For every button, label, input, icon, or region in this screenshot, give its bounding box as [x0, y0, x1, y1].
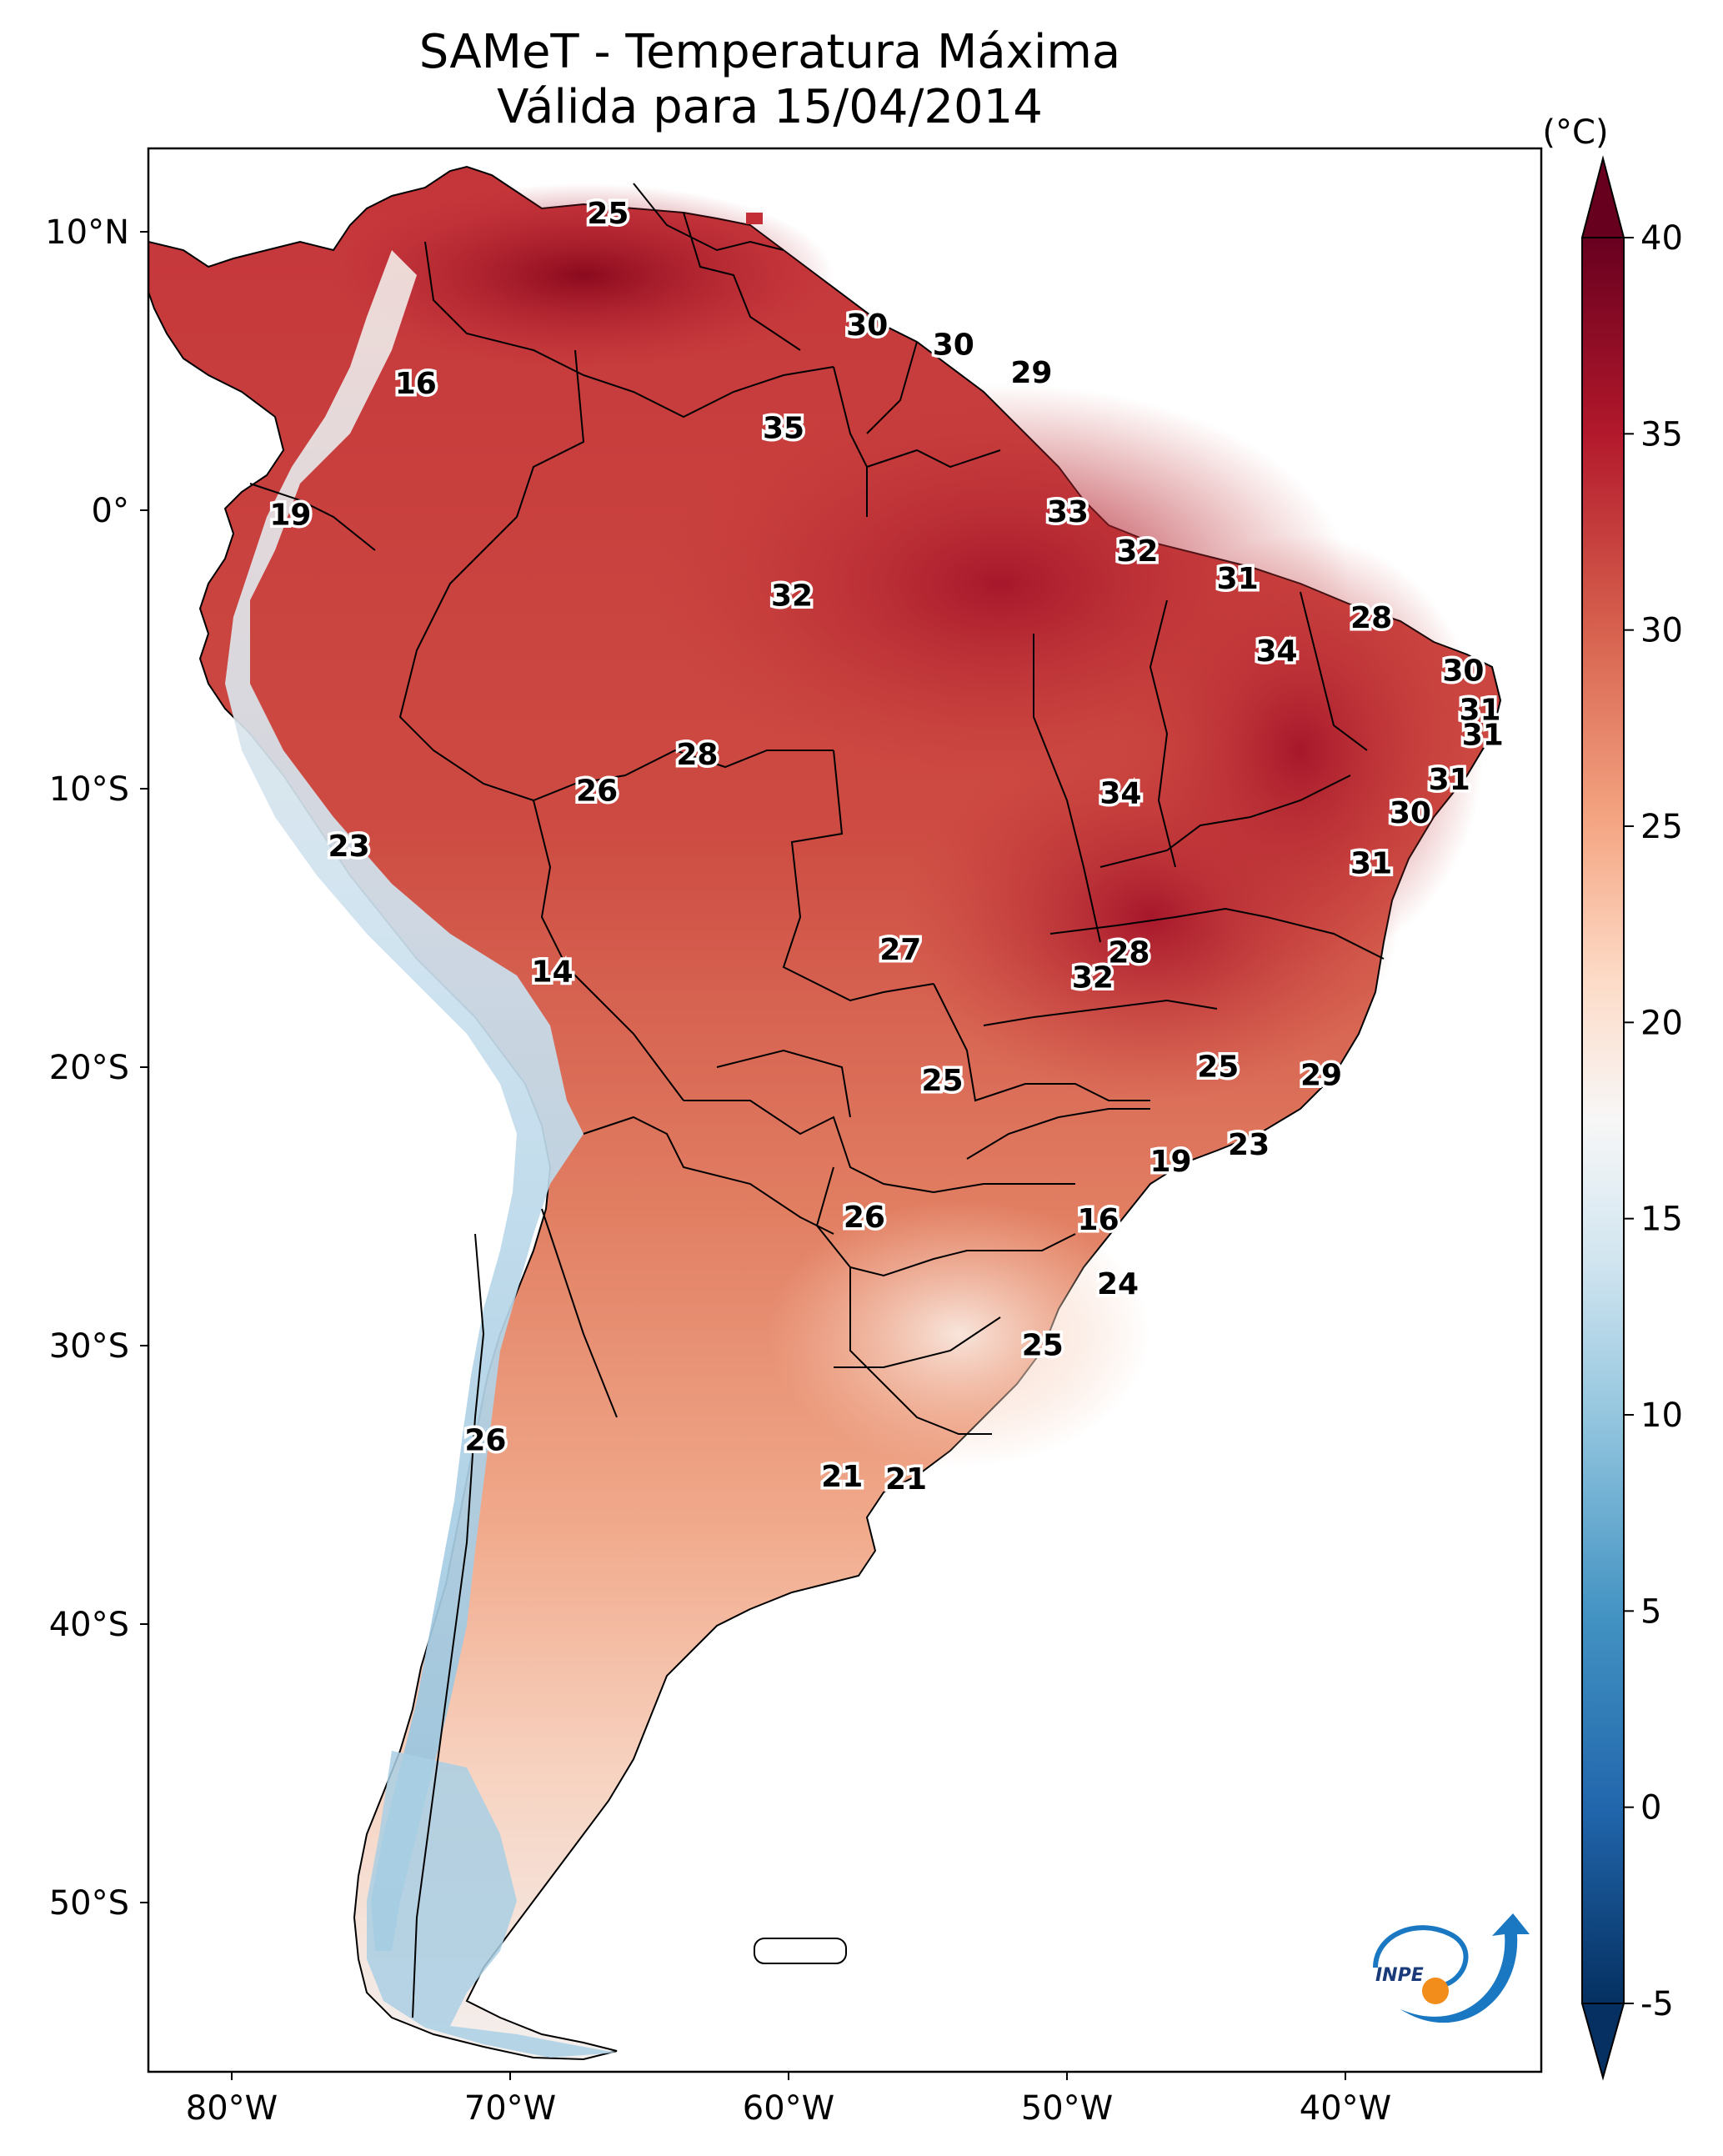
point-value-label: 27	[879, 933, 921, 967]
lat-label-10s: 10°S	[49, 770, 129, 809]
point-value-label: 24	[1097, 1267, 1139, 1301]
point-value-label: 31	[1462, 719, 1504, 753]
lon-label-50w: 50°W	[1021, 2089, 1113, 2128]
point-value-label: 16	[1078, 1203, 1119, 1237]
hot-region-venezuela	[333, 183, 834, 367]
inpe-logo-text: INPE	[1375, 1965, 1424, 1986]
point-value-label: 30	[1442, 654, 1484, 689]
lat-label-40s: 40°S	[49, 1606, 129, 1644]
colorbar-tick-label: 30	[1640, 612, 1683, 650]
point-value-label: 21	[821, 1460, 863, 1494]
point-value-label: 31	[1217, 562, 1259, 596]
lon-label-40w: 40°W	[1300, 2089, 1391, 2128]
point-value-label: 33	[1047, 495, 1089, 529]
point-value-label: 32	[1116, 534, 1158, 569]
inpe-logo-dot-icon	[1422, 1978, 1449, 2004]
point-value-label: 23	[1228, 1128, 1270, 1162]
point-value-label: 28	[1108, 935, 1150, 970]
point-value-label: 34	[1255, 634, 1297, 669]
point-value-label: 29	[1300, 1058, 1342, 1092]
inpe-logo-arrow-icon	[1400, 1913, 1530, 2023]
point-value-label: 30	[846, 308, 888, 343]
falklands-island	[754, 1938, 847, 1964]
inpe-logo-swoosh-icon	[1373, 1925, 1469, 1987]
longitude-axis: 80°W 70°W 60°W 50°W 40°W	[186, 2072, 1391, 2128]
point-value-label: 19	[1150, 1145, 1191, 1179]
map-title-line1: SAMeT - Temperatura Máxima	[418, 25, 1121, 79]
colorbar-body	[1581, 237, 1625, 2004]
point-value-label: 25	[921, 1064, 963, 1098]
colorbar-tick-label: -5	[1640, 1985, 1674, 2023]
point-value-label: 25	[1022, 1329, 1064, 1363]
point-value-label: 35	[763, 412, 804, 446]
point-value-label: 26	[464, 1423, 506, 1457]
point-value-label: 30	[1390, 796, 1431, 830]
colorbar-extend-bottom	[1580, 2003, 1625, 2081]
point-value-label: 25	[587, 197, 629, 231]
lon-label-80w: 80°W	[186, 2089, 278, 2128]
colorbar-tick-label: 10	[1640, 1396, 1683, 1435]
colorbar-tick-label: 20	[1640, 1004, 1683, 1042]
point-value-label: 25	[1197, 1050, 1239, 1084]
point-value-label: 30	[933, 328, 974, 362]
point-value-label: 16	[395, 367, 437, 401]
map-plot-border	[147, 147, 1543, 2073]
colorbar-tick-label: 0	[1640, 1789, 1661, 1828]
point-value-label: 31	[1429, 763, 1470, 797]
point-value-label: 34	[1099, 777, 1141, 811]
point-value-label: 32	[1072, 960, 1114, 995]
lon-label-70w: 70°W	[464, 2089, 556, 2128]
inpe-logo: INPE	[1373, 1913, 1530, 2023]
map-title-line2: Válida para 15/04/2014	[497, 80, 1043, 134]
mild-region-south-brazil	[767, 1201, 1150, 1467]
latitude-axis: 10°N 0° 10°S 20°S 30°S 40°S 50°S	[45, 213, 148, 1923]
point-value-label: 28	[676, 738, 718, 772]
colorbar-tick-label: 15	[1640, 1201, 1683, 1239]
lon-label-60w: 60°W	[743, 2089, 834, 2128]
point-value-label: 29	[1010, 356, 1052, 390]
point-value-label: 21	[885, 1462, 927, 1497]
point-value-label: 23	[328, 830, 370, 864]
country-borders	[249, 183, 1385, 2018]
colorbar-ticks: 40 35 30 25 20 15 10 5 0 -5	[1624, 219, 1683, 2023]
colorbar: (°C) 40 35 30 25 20 15 10 5 0 -5	[1542, 113, 1683, 2081]
colorbar-tick-label: 25	[1640, 808, 1683, 846]
point-value-label: 26	[844, 1201, 885, 1235]
point-value-label: 26	[576, 774, 618, 808]
andes-cool-strip	[225, 250, 584, 1951]
caribbean-island	[746, 213, 763, 224]
lat-label-50s: 50°S	[49, 1884, 129, 1923]
point-value-label: 28	[1350, 601, 1392, 635]
lat-label-0: 0°	[92, 492, 129, 530]
colorbar-tick-label: 5	[1640, 1592, 1661, 1631]
lat-label-30s: 30°S	[49, 1327, 129, 1366]
point-value-label: 31	[1459, 693, 1500, 727]
point-value-label: 31	[1350, 846, 1392, 880]
colorbar-extend-top	[1580, 155, 1625, 238]
point-value-label: 14	[532, 955, 573, 990]
point-value-label: 32	[771, 579, 813, 613]
point-value-label: 19	[269, 498, 311, 532]
hot-region-northeast	[1117, 534, 1484, 967]
colorbar-tick-label: 35	[1640, 415, 1683, 454]
colorbar-unit: (°C)	[1542, 113, 1608, 152]
lat-label-10n: 10°N	[45, 213, 129, 252]
colorbar-tick-label: 40	[1640, 219, 1683, 258]
lat-label-20s: 20°S	[49, 1049, 129, 1087]
